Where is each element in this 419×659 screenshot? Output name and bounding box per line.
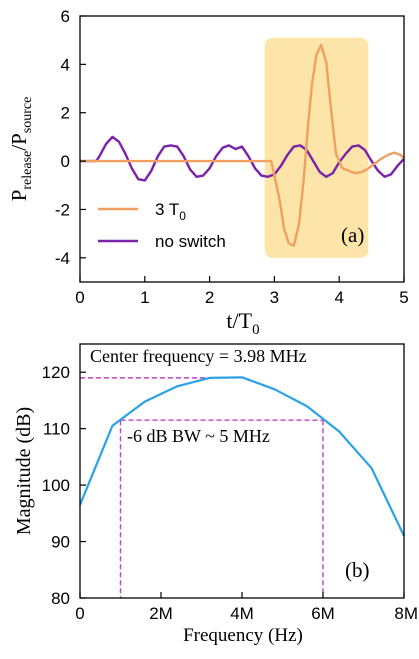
bandwidth-annotation: -6 dB BW ~ 5 MHz — [127, 426, 270, 446]
series-no-switch-line — [80, 135, 405, 182]
y-tick-label-a: 4 — [61, 55, 70, 74]
annotation-lines — [80, 377, 324, 598]
x-tick-labels-a: 0 1 2 3 4 5 — [75, 288, 408, 307]
legend-label-3t0-main: 3 T — [155, 200, 179, 219]
switch-highlight-region — [264, 37, 369, 258]
x-tick-label-a: 0 — [75, 288, 84, 307]
x-tick-label-b: 4M — [230, 604, 254, 623]
legend-label-3t0-sub: 0 — [179, 209, 186, 223]
magnitude-response-line — [78, 376, 405, 537]
x-tick-label-b: 2M — [149, 604, 173, 623]
panel-label-a: (a) — [341, 223, 364, 247]
y-tick-label-b: 120 — [42, 363, 70, 382]
y-tick-label-a: -4 — [55, 249, 70, 268]
y-tick-labels-a: -4 -2 0 2 4 6 — [55, 7, 70, 268]
y-axis-label-b: Magnitude (dB) — [13, 407, 35, 535]
x-label-main: t/T — [226, 308, 252, 333]
x-tick-label-b: 8M — [394, 604, 418, 623]
x-tick-label-a: 4 — [334, 288, 343, 307]
y-tick-label-a: -2 — [55, 200, 70, 219]
y-tick-labels-b: 80 90 100 110 120 — [42, 363, 70, 608]
y-label-sub2: source — [20, 97, 35, 134]
center-frequency-annotation: Center frequency = 3.98 MHz — [90, 346, 307, 366]
y-tick-label-b: 100 — [42, 476, 70, 495]
y-label-mid: /P — [7, 133, 31, 151]
y-tick-label-b: 110 — [43, 420, 70, 439]
y-axis-label-a: Prelease/Psource — [7, 97, 35, 202]
x-label-sub: 0 — [252, 322, 260, 338]
x-tick-label-a: 3 — [270, 288, 279, 307]
y-tick-label-a: 2 — [61, 104, 70, 123]
x-tick-labels-b: 0 2M 4M 6M 8M — [75, 604, 418, 623]
x-axis-label-a: t/T0 — [226, 308, 259, 338]
legend-label-no-switch: no switch — [155, 232, 226, 251]
panel-b: 80 90 100 110 120 0 2M 4M 6M 8M Center frequency… — [13, 343, 418, 646]
y-tick-label-a: 6 — [61, 7, 70, 26]
panel-label-b: (b) — [345, 558, 370, 582]
x-axis-label-b: Frequency (Hz) — [183, 625, 303, 646]
y-tick-label-b: 80 — [51, 589, 70, 608]
x-tick-label-a: 1 — [140, 288, 149, 307]
legend-label-3t0: 3 T0 — [155, 200, 186, 223]
y-tick-label-b: 90 — [51, 533, 70, 552]
tick-marks-b — [79, 371, 405, 599]
plot-frame-a — [79, 15, 405, 283]
legend-a: 3 T0 no switch — [98, 200, 226, 251]
series-3t0-line — [80, 43, 405, 247]
y-label-sub1: release — [20, 151, 35, 190]
x-tick-label-a: 5 — [399, 288, 408, 307]
y-label-p1: P — [7, 190, 31, 202]
x-tick-label-a: 2 — [205, 288, 214, 307]
tick-marks-a — [79, 15, 405, 282]
x-tick-label-b: 0 — [75, 604, 84, 623]
x-tick-label-b: 6M — [311, 604, 335, 623]
y-tick-label-a: 0 — [61, 152, 70, 171]
